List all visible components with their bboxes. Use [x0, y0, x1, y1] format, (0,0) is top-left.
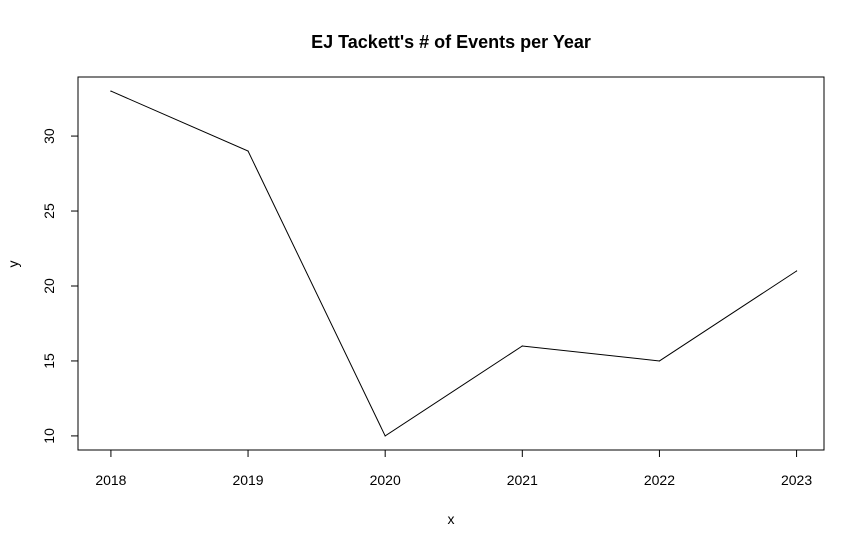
data-point — [384, 435, 386, 437]
x-axis-label: x — [448, 511, 455, 527]
x-tick-label: 2019 — [232, 472, 263, 488]
y-axis: 10 15 20 25 30 — [41, 128, 78, 444]
y-tick-label: 20 — [41, 278, 57, 294]
x-tick-label: 2018 — [95, 472, 126, 488]
x-axis: 2018 2019 2020 2021 2022 2023 — [95, 450, 812, 488]
y-tick-label: 15 — [41, 353, 57, 369]
data-point — [247, 150, 249, 152]
data-point — [795, 270, 798, 272]
series-group — [110, 90, 798, 437]
y-axis-label: y — [5, 261, 21, 268]
plot-frame — [77, 76, 825, 451]
chart-title: EJ Tackett's # of Events per Year — [311, 32, 591, 52]
series-line — [110, 90, 797, 437]
y-tick-label: 10 — [41, 428, 57, 444]
y-tick-label: 30 — [41, 128, 57, 144]
data-point — [110, 90, 112, 92]
data-point — [521, 345, 523, 347]
x-tick-label: 2020 — [370, 472, 401, 488]
x-tick-label: 2021 — [507, 472, 538, 488]
data-point — [658, 360, 661, 362]
x-tick-label: 2023 — [781, 472, 812, 488]
y-tick-label: 25 — [41, 203, 57, 219]
x-tick-label: 2022 — [644, 472, 675, 488]
